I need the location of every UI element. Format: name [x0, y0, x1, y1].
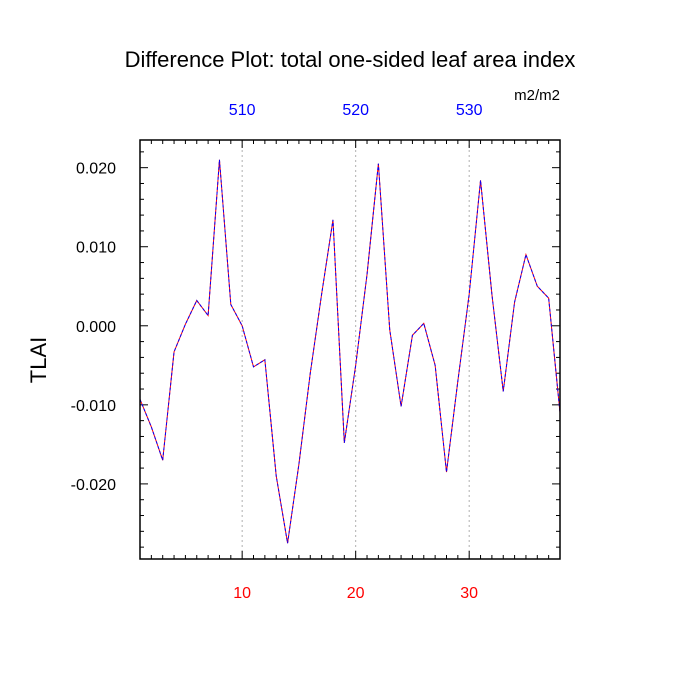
x-tick-label-top: 510	[229, 102, 256, 119]
chart-title: Difference Plot: total one-sided leaf ar…	[125, 47, 576, 72]
x-tick-label-bottom: 30	[460, 585, 478, 602]
y-tick-label: -0.020	[71, 477, 116, 494]
series-lines	[139, 159, 561, 544]
axis-ticks	[139, 140, 561, 559]
x-tick-label-top: 520	[342, 102, 369, 119]
tick-labels: 10 20 30 510 520 530 0.020 0.010 0.000 -0.010 -0.0…	[71, 102, 483, 602]
grid-lines	[241, 140, 470, 559]
plot-frame	[139, 139, 561, 560]
x-tick-label-top: 530	[456, 102, 483, 119]
y-tick-label: 0.010	[76, 240, 116, 257]
y-tick-label: -0.010	[71, 398, 116, 415]
y-tick-label: 0.000	[76, 319, 116, 336]
series-line-overlay	[139, 159, 561, 544]
y-tick-label: 0.020	[76, 161, 116, 178]
x-tick-label-bottom: 20	[347, 585, 365, 602]
series-line	[139, 159, 561, 544]
units-label: m2/m2	[514, 87, 560, 104]
y-axis-label: TLAI	[26, 337, 51, 383]
x-tick-label-bottom: 10	[233, 585, 251, 602]
